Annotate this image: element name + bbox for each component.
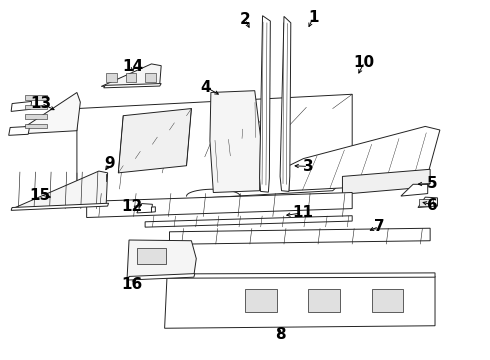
Polygon shape [210, 91, 261, 193]
Text: 10: 10 [354, 55, 375, 69]
Polygon shape [104, 84, 161, 88]
Polygon shape [260, 16, 270, 192]
Polygon shape [14, 93, 80, 134]
Polygon shape [127, 240, 196, 278]
Polygon shape [165, 273, 435, 278]
Polygon shape [418, 197, 438, 207]
Text: 12: 12 [121, 199, 142, 214]
Polygon shape [87, 193, 352, 217]
Polygon shape [151, 207, 155, 212]
Polygon shape [145, 216, 352, 227]
FancyBboxPatch shape [25, 95, 47, 100]
Text: 9: 9 [104, 157, 115, 171]
Text: 5: 5 [427, 176, 438, 191]
FancyBboxPatch shape [137, 248, 166, 264]
Polygon shape [128, 274, 195, 280]
Text: 15: 15 [30, 188, 51, 203]
FancyBboxPatch shape [145, 73, 156, 82]
FancyBboxPatch shape [308, 289, 340, 312]
Polygon shape [118, 109, 192, 173]
Polygon shape [165, 276, 435, 328]
Polygon shape [401, 184, 428, 196]
Text: 3: 3 [303, 159, 314, 174]
FancyBboxPatch shape [106, 73, 117, 82]
Text: 4: 4 [201, 80, 211, 95]
Polygon shape [11, 102, 31, 111]
FancyBboxPatch shape [25, 124, 47, 128]
Polygon shape [343, 169, 430, 194]
FancyBboxPatch shape [419, 199, 433, 206]
Text: 8: 8 [275, 327, 285, 342]
FancyBboxPatch shape [25, 114, 47, 119]
Polygon shape [137, 203, 152, 213]
Text: 14: 14 [122, 59, 144, 74]
Polygon shape [77, 94, 352, 205]
Text: 16: 16 [122, 277, 143, 292]
Polygon shape [9, 126, 30, 135]
Polygon shape [101, 64, 161, 86]
Text: 7: 7 [374, 219, 384, 234]
Text: 6: 6 [427, 198, 438, 212]
Polygon shape [280, 17, 291, 192]
Text: 1: 1 [308, 10, 319, 25]
Text: 2: 2 [240, 12, 250, 27]
FancyBboxPatch shape [25, 105, 47, 109]
FancyBboxPatch shape [372, 289, 403, 312]
Polygon shape [289, 126, 440, 191]
FancyBboxPatch shape [125, 73, 136, 82]
Polygon shape [11, 171, 108, 209]
Text: 13: 13 [31, 96, 52, 111]
Polygon shape [170, 228, 430, 244]
FancyBboxPatch shape [245, 289, 277, 312]
Polygon shape [11, 203, 109, 210]
Text: 11: 11 [292, 205, 313, 220]
